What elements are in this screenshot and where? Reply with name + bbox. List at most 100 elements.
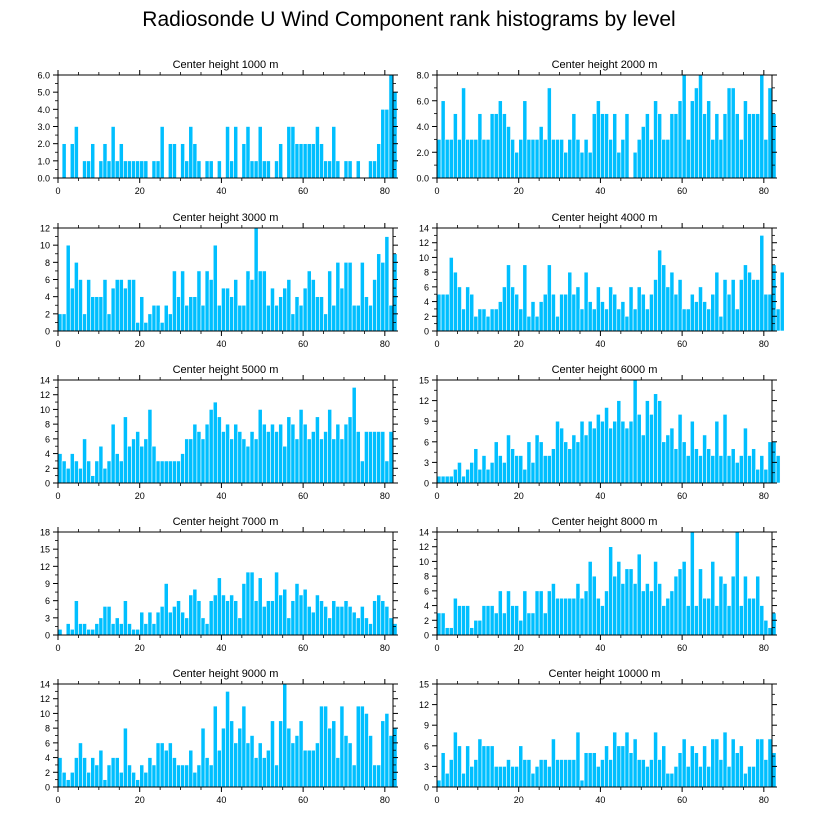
y-tick-label: 14 [419,224,429,234]
histogram-bar [649,590,654,636]
histogram-bar [192,296,198,332]
histogram-bar [502,766,507,788]
histogram-bar [217,160,222,179]
histogram-bar [722,731,728,788]
histogram-bar [302,588,308,636]
y-tick-label: 10 [419,253,429,263]
histogram-bar [477,113,483,179]
histogram-bar [257,577,263,636]
x-tick-label: 20 [514,643,524,653]
histogram-bar [388,431,394,484]
x-tick-label: 0 [434,491,439,501]
histogram-bar [294,583,300,636]
histogram-bar [694,301,699,332]
histogram-bar [530,139,536,179]
y-tick-label: 6 [424,282,429,292]
y-tick-label: 10 [419,557,429,567]
histogram-bar [331,720,337,788]
histogram-bar [600,301,605,332]
histogram-bar [698,74,703,179]
histogram-bar [106,606,112,636]
x-tick-label: 80 [380,491,390,501]
histogram-bar [335,423,341,484]
histogram-bar [302,749,308,788]
histogram-bar [266,600,271,636]
histogram-panel: Center height 1000 m 0.0 1.0 2.0 3.0 4.0 5.0 6.… [37,59,398,196]
histogram-bar [229,296,234,332]
histogram-bar [319,296,324,332]
histogram-bar [221,594,226,636]
histogram-bar [673,575,679,636]
histogram-bar [204,270,210,332]
x-tick-label: 40 [216,186,226,196]
histogram-bar [176,600,181,636]
histogram-bar [436,612,442,636]
histogram-bar [636,553,642,636]
histogram-bar [368,304,373,332]
histogram-bar [229,594,234,636]
histogram-bar [563,151,569,179]
histogram-bar [323,431,328,484]
histogram-bar [168,313,173,332]
histogram-bar [734,462,740,484]
y-tick-label: 12 [419,700,429,710]
histogram-bar [229,160,234,179]
y-tick-label: 8 [424,572,429,582]
histogram-bar [225,600,230,636]
histogram-bar [669,427,675,484]
histogram-bar [612,113,618,179]
histogram-bar [204,423,210,484]
histogram-bar [489,745,495,788]
histogram-bar [685,455,691,484]
histogram-bar [755,468,761,484]
histogram-bar [118,623,124,636]
histogram-bar [453,271,458,332]
histogram-bar [380,600,386,636]
histogram-bar [555,315,560,332]
histogram-bar [163,749,169,788]
histogram-bar [767,441,773,484]
y-tick-label: 3.0 [37,122,50,132]
histogram-bar [444,139,450,179]
histogram-bar [461,308,466,332]
histogram-bar [298,304,304,332]
histogram-bar [294,438,300,484]
histogram-bar [734,531,740,636]
histogram-bar [473,759,479,788]
histogram-bar [571,293,577,332]
histogram-bar [702,113,707,179]
histogram-bar [302,287,308,332]
histogram-bar [734,752,740,788]
histogram-bar [368,160,373,179]
histogram-bar [747,113,752,179]
histogram-bar [335,160,341,179]
histogram-bar [74,262,79,332]
histogram-bar [661,139,667,179]
histogram-bar [237,617,243,636]
histogram-bar [739,745,744,788]
histogram-bar [608,759,613,788]
histogram-bar [274,304,279,332]
histogram-bar [661,441,667,484]
histogram-bar [257,126,263,179]
y-tick-label: 0.0 [37,174,50,184]
histogram-bar [172,143,177,179]
histogram-bar [567,271,573,332]
histogram-bar [546,766,552,788]
histogram-bar [436,475,442,484]
histogram-bar [510,766,515,788]
histogram-bar [376,594,382,636]
histogram-bar [457,139,462,179]
histogram-bar [331,438,337,484]
histogram-bar [698,455,703,484]
histogram-bar [477,308,483,332]
histogram-bar [139,445,145,484]
y-tick-label: 3 [424,762,429,772]
histogram-bar [763,293,769,332]
histogram-bar [730,575,736,636]
x-tick-label: 40 [216,491,226,501]
y-tick-label: 6 [45,275,50,285]
histogram-bar [241,143,247,179]
histogram-bar [123,160,128,179]
histogram-bar [131,771,136,788]
